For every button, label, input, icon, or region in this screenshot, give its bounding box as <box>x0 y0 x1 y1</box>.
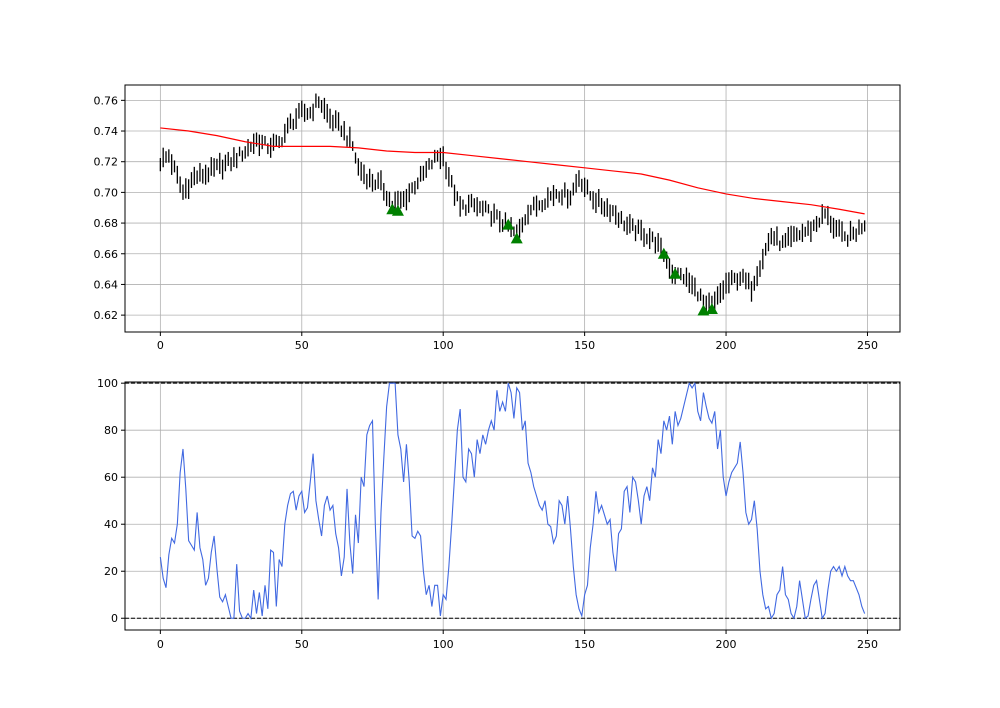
price-y-tick-label: 0.76 <box>94 94 119 107</box>
price-x-ticks: 0 50 100 150 200 250 <box>157 332 878 352</box>
buy-signal-marker <box>502 218 515 230</box>
price-y-tick-label: 0.74 <box>94 125 119 138</box>
price-bars <box>159 93 866 314</box>
oscillator-line <box>159 381 866 620</box>
signal-markers <box>386 203 718 316</box>
oscillator-axes-frame <box>124 381 901 631</box>
oscillator-x-tick-label: 150 <box>574 638 595 651</box>
oscillator-y-tick-label: 40 <box>104 518 118 531</box>
price-y-tick-label: 0.70 <box>94 186 119 199</box>
oscillator-x-tick-label: 0 <box>157 638 164 651</box>
price-plot-area <box>125 85 900 332</box>
oscillator-y-tick-label: 80 <box>104 424 118 437</box>
price-x-tick-label: 50 <box>295 339 309 352</box>
price-grid <box>125 85 900 332</box>
oscillator-x-tick-label: 100 <box>433 638 454 651</box>
oscillator-panel: 0 50 100 150 200 250 0 20 40 60 80 100 <box>97 377 901 651</box>
price-x-tick-label: 250 <box>857 339 878 352</box>
oscillator-x-tick-label: 50 <box>295 638 309 651</box>
price-y-tick-label: 0.72 <box>94 156 119 169</box>
buy-signal-marker <box>669 267 682 279</box>
price-x-tick-label: 100 <box>433 339 454 352</box>
price-y-ticks: 0.62 0.64 0.66 0.68 0.70 0.72 0.74 0.76 <box>94 94 125 322</box>
oscillator-x-tick-label: 250 <box>857 638 878 651</box>
price-y-tick-label: 0.62 <box>94 309 119 322</box>
oscillator-y-tick-label: 0 <box>111 612 118 625</box>
moving-average-line <box>160 127 865 215</box>
oscillator-x-ticks: 0 50 100 150 200 250 <box>157 630 878 651</box>
price-x-tick-label: 0 <box>157 339 164 352</box>
price-y-tick-label: 0.66 <box>94 248 119 261</box>
price-y-tick-label: 0.68 <box>94 217 119 230</box>
oscillator-y-tick-label: 20 <box>104 565 118 578</box>
price-x-tick-label: 200 <box>716 339 737 352</box>
price-y-tick-label: 0.64 <box>94 278 119 291</box>
oscillator-y-ticks: 0 20 40 60 80 100 <box>97 377 125 625</box>
price-panel: 0 50 100 150 200 250 0.62 0.64 0.66 0.68 0.70 0.72… <box>94 84 901 352</box>
oscillator-y-tick-label: 60 <box>104 471 118 484</box>
price-axes-frame <box>124 84 901 333</box>
oscillator-plot-area <box>125 382 900 630</box>
buy-signal-marker <box>697 304 710 316</box>
buy-signal-marker <box>705 302 718 314</box>
buy-signal-marker <box>510 232 523 244</box>
buy-signal-marker <box>391 204 404 216</box>
oscillator-x-tick-label: 200 <box>716 638 737 651</box>
price-x-tick-label: 150 <box>574 339 595 352</box>
oscillator-y-tick-label: 100 <box>97 377 118 390</box>
buy-signal-marker <box>657 247 670 259</box>
